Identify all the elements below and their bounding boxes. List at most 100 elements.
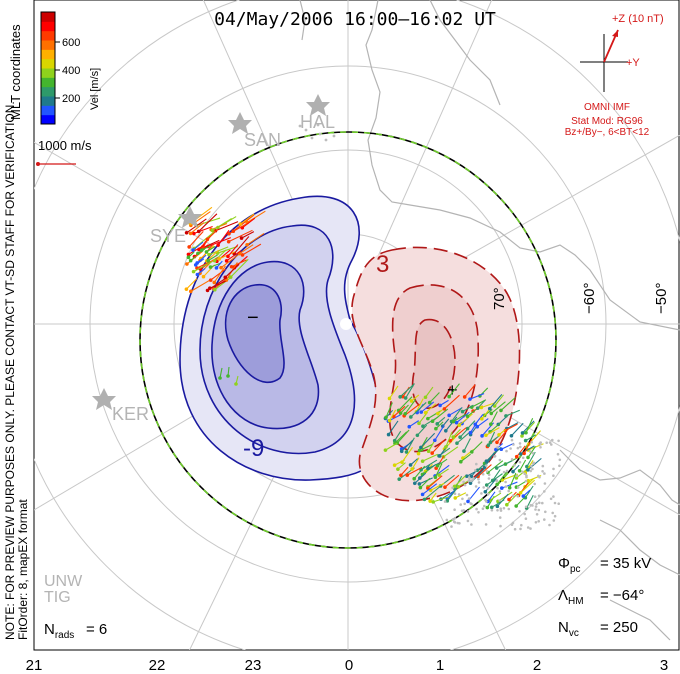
vector-origin [464, 474, 469, 478]
fov-dot [507, 507, 511, 511]
vector-origin [226, 374, 230, 378]
fov-dot [466, 510, 470, 513]
vector-origin [475, 406, 480, 411]
velocity-vector [492, 469, 501, 481]
velocity-vector [445, 431, 453, 448]
vector-origin [196, 251, 200, 256]
vector-origin [495, 482, 499, 487]
velocity-vector [246, 210, 266, 223]
fov-dot [485, 470, 489, 473]
vector-origin [514, 454, 519, 459]
vector-origin [187, 245, 191, 249]
fov-dot [495, 479, 498, 483]
colorbar-tick-400: 400 [62, 65, 80, 77]
velocity-vector [501, 442, 515, 450]
velocity-vector [215, 221, 239, 232]
station-ker-marker [92, 388, 116, 410]
velocity-vector [406, 437, 415, 453]
velocity-vector [509, 472, 517, 488]
vector-origin [420, 459, 425, 463]
mlt-tick-3: 3 [660, 657, 668, 674]
fov-dot [519, 445, 522, 449]
fov-dot [298, 124, 302, 128]
station-ker: KER [112, 404, 149, 424]
velocity-vector [212, 217, 232, 231]
vector-origin [499, 408, 503, 413]
velocity-vectors [184, 206, 544, 510]
fov-dot [545, 441, 548, 445]
mlt-tick-23: 23 [245, 657, 262, 674]
vector-origin [492, 404, 497, 408]
mlt-tick-0: 0 [345, 657, 353, 674]
velocity-vector [227, 244, 239, 257]
vector-origin [455, 441, 459, 446]
fov-dot [451, 518, 455, 521]
velocity-vector [446, 490, 456, 502]
velocity-vector [239, 213, 255, 225]
fov-dot [524, 517, 528, 520]
velocity-vector [464, 384, 476, 398]
vector-origin [442, 407, 447, 411]
velocity-vector [399, 383, 415, 398]
fov-dot [534, 505, 538, 508]
vector-origin [447, 413, 451, 418]
fov-dot [472, 477, 475, 480]
vector-origin [518, 452, 523, 456]
velocity-vector [242, 243, 262, 256]
velocity-vector [198, 213, 218, 232]
velocity-vector [489, 421, 502, 433]
vector-origin [435, 463, 440, 468]
vector-origin [462, 395, 467, 399]
velocity-vector [458, 413, 473, 426]
vector-origin [520, 431, 525, 435]
imf-source: OMNI IMF [584, 102, 630, 113]
fov-dot [529, 464, 533, 468]
velocity-vector [193, 261, 213, 273]
velocity-vector [469, 393, 485, 400]
colorbar-segment [41, 77, 55, 88]
vector-origin [226, 239, 231, 244]
vector-origin [437, 454, 442, 458]
velocity-vector [527, 446, 536, 458]
fov-dot [543, 472, 546, 475]
vector-origin [484, 483, 489, 487]
vector-origin [484, 433, 488, 438]
fit-order: FitOrder: 8, mapEX format [16, 499, 30, 640]
fov-dot [502, 470, 506, 474]
vector-origin [192, 231, 196, 236]
vector-origin [238, 222, 243, 226]
fov-dot [498, 458, 502, 462]
fov-dot [551, 438, 554, 442]
velocity-vector [394, 431, 408, 444]
latitude-labels: 70° −60° −50° [491, 283, 670, 314]
velocity-vector [471, 399, 487, 408]
vector-origin [188, 231, 193, 236]
fov-dot [521, 456, 525, 460]
vector-origin [188, 258, 193, 263]
station-sye-marker [178, 206, 202, 228]
fov-dot [482, 486, 486, 489]
mlt-axis: 21 22 23 0 1 2 3 [26, 657, 669, 674]
fov-dot [480, 492, 483, 495]
fov-dot [548, 441, 552, 444]
vector-origin [392, 463, 397, 467]
vector-origin [526, 455, 530, 460]
fov-dot [507, 489, 511, 493]
fov-dot [530, 441, 533, 444]
vector-origin [219, 265, 223, 270]
vector-origin [207, 252, 211, 257]
fov-dot [516, 486, 520, 489]
vector-origin [514, 476, 519, 480]
vector-origin [435, 422, 440, 426]
vector-origin [485, 505, 490, 510]
velocity-vector [414, 472, 427, 484]
fov-dot [477, 511, 480, 514]
fov-dot [466, 519, 470, 523]
vector-origin [456, 485, 461, 489]
vector-origin [191, 269, 196, 274]
vector-origin [193, 263, 198, 267]
fov-dot [520, 523, 523, 527]
vector-origin [457, 423, 462, 428]
vector-origin [396, 467, 400, 471]
fov-dot [539, 442, 542, 446]
